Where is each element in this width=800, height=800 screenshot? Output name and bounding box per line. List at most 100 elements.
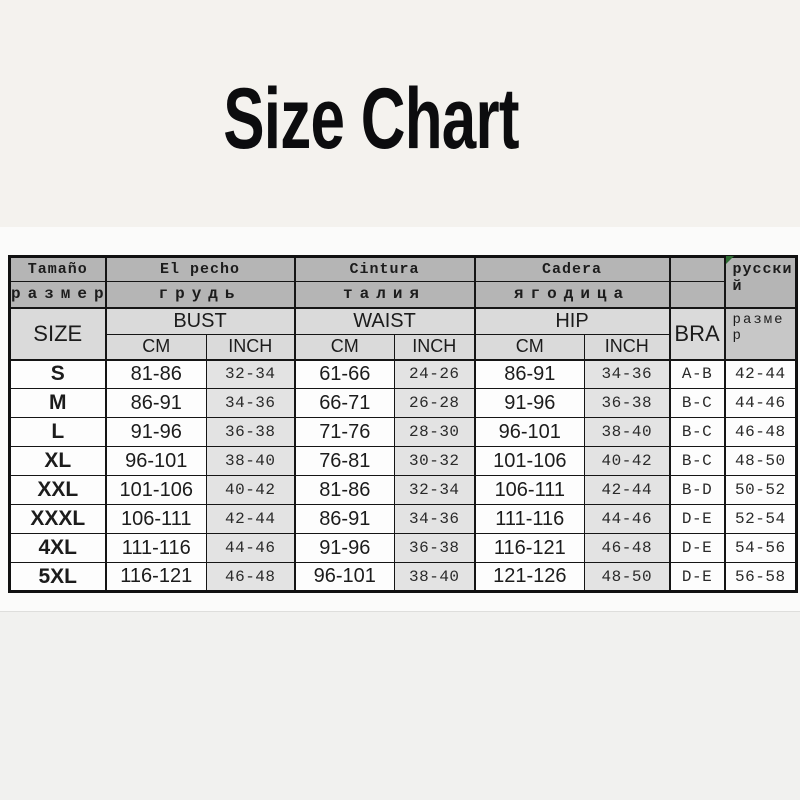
header-waist-en: WAIST	[293, 306, 476, 335]
ru-cell: 46-48	[723, 417, 798, 447]
bra-cell: B-C	[668, 417, 726, 447]
size-cell: XL	[9, 446, 106, 476]
hip-cm-cell: 91-96	[473, 388, 586, 418]
bust-inch-cell: 44-46	[205, 533, 296, 563]
header-hip-ru: ягодица	[473, 281, 671, 308]
size-chart-table: Tamaño El pecho Cintura Cadera русский р…	[8, 255, 799, 593]
waist-inch-cell: 24-26	[394, 358, 476, 389]
header-waist-inch: INCH	[394, 334, 476, 360]
ru-cell: 56-58	[723, 562, 798, 592]
ru-cell: 50-52	[723, 475, 798, 505]
hip-cm-cell: 101-106	[473, 446, 586, 476]
hip-cm-cell: 106-111	[473, 475, 586, 505]
hip-cm-cell: 116-121	[473, 533, 586, 563]
size-cell: XXL	[9, 475, 106, 505]
size-cell: 4XL	[9, 533, 106, 563]
ru-cell: 52-54	[723, 504, 798, 534]
waist-inch-cell: 28-30	[394, 417, 476, 447]
header-waist-es: Cintura	[293, 256, 476, 282]
header-row-spanish: Tamaño El pecho Cintura Cadera русский	[9, 256, 798, 308]
bra-cell: A-B	[668, 358, 726, 389]
waist-cm-cell: 81-86	[293, 475, 396, 505]
ru-cell: 48-50	[723, 446, 798, 476]
waist-inch-cell: 34-36	[394, 504, 476, 534]
table-row: L 91-96 36-38 71-76 28-30 96-101 38-40 B-C 46-48	[9, 417, 798, 447]
hip-inch-cell: 34-36	[584, 358, 671, 389]
size-rows: S 81-86 32-34 61-66 24-26 86-91 34-36 A-B 42-44 M…	[9, 358, 798, 592]
table-row: S 81-86 32-34 61-66 24-26 86-91 34-36 A-B 42-44	[9, 358, 798, 389]
bust-inch-cell: 34-36	[205, 388, 296, 418]
hip-inch-cell: 46-48	[584, 533, 671, 563]
size-cell: XXXL	[9, 504, 106, 534]
hip-cm-cell: 121-126	[473, 562, 586, 592]
bust-inch-cell: 38-40	[205, 446, 296, 476]
table-row: XXL 101-106 40-42 81-86 32-34 106-111 42-44 B-D…	[9, 475, 798, 505]
ru-cell: 54-56	[723, 533, 798, 563]
table-row: M 86-91 34-36 66-71 26-28 91-96 36-38 B-C 44-46	[9, 388, 798, 418]
bust-inch-cell: 46-48	[205, 562, 296, 592]
header-bust-inch: INCH	[205, 334, 296, 360]
waist-inch-cell: 32-34	[394, 475, 476, 505]
bust-cm-cell: 111-116	[104, 533, 207, 563]
bra-cell: D-E	[668, 533, 726, 563]
bottom-background-strip	[0, 611, 800, 800]
bra-cell: B-C	[668, 446, 726, 476]
waist-inch-cell: 26-28	[394, 388, 476, 418]
waist-cm-cell: 96-101	[293, 562, 396, 592]
hip-cm-cell: 111-116	[473, 504, 586, 534]
header-bust-cm: CM	[104, 334, 207, 360]
hip-inch-cell: 38-40	[584, 417, 671, 447]
top-background-strip	[0, 0, 800, 227]
bust-inch-cell: 40-42	[205, 475, 296, 505]
bust-cm-cell: 116-121	[104, 562, 207, 592]
bust-cm-cell: 81-86	[104, 358, 207, 389]
bust-cm-cell: 101-106	[104, 475, 207, 505]
header-russian-lang: русский	[723, 256, 798, 308]
excel-corner-marker-icon	[726, 256, 734, 264]
waist-cm-cell: 66-71	[293, 388, 396, 418]
header-empty-cell	[668, 281, 726, 308]
hip-inch-cell: 48-50	[584, 562, 671, 592]
bra-cell: B-C	[668, 388, 726, 418]
header-row-english: SIZE BUST WAIST HIP BRA размер	[9, 306, 798, 360]
header-size-ru: размер	[9, 281, 106, 308]
header-russian-size: размер	[723, 306, 798, 360]
header-bust-es: El pecho	[104, 256, 296, 282]
bra-cell: D-E	[668, 504, 726, 534]
bust-inch-cell: 36-38	[205, 417, 296, 447]
bust-cm-cell: 106-111	[104, 504, 207, 534]
hip-cm-cell: 86-91	[473, 358, 586, 389]
ru-cell: 44-46	[723, 388, 798, 418]
header-empty-cell	[668, 256, 726, 282]
bra-cell: D-E	[668, 562, 726, 592]
table-row: 5XL 116-121 46-48 96-101 38-40 121-126 48-50 D-…	[9, 562, 798, 592]
size-cell: L	[9, 417, 106, 447]
waist-cm-cell: 76-81	[293, 446, 396, 476]
bust-cm-cell: 96-101	[104, 446, 207, 476]
header-hip-es: Cadera	[473, 256, 671, 282]
waist-inch-cell: 36-38	[394, 533, 476, 563]
header-waist-ru: талия	[293, 281, 476, 308]
header-hip-en: HIP	[473, 306, 671, 335]
ru-cell: 42-44	[723, 358, 798, 389]
table-row: 4XL 111-116 44-46 91-96 36-38 116-121 46-48 D-E…	[9, 533, 798, 563]
table-row: XL 96-101 38-40 76-81 30-32 101-106 40-42 B-C 48…	[9, 446, 798, 476]
header-size-es: Tamaño	[9, 256, 106, 282]
table-row: XXXL 106-111 42-44 86-91 34-36 111-116 44-46 D-…	[9, 504, 798, 534]
waist-inch-cell: 30-32	[394, 446, 476, 476]
header-bust-en: BUST	[104, 306, 296, 335]
bust-inch-cell: 32-34	[205, 358, 296, 389]
size-cell: M	[9, 388, 106, 418]
bust-cm-cell: 86-91	[104, 388, 207, 418]
hip-cm-cell: 96-101	[473, 417, 586, 447]
header-row-russian: размер грудь талия ягодица	[9, 281, 797, 308]
header-size-en: SIZE	[9, 306, 106, 360]
page-title: Size Chart	[223, 71, 519, 167]
waist-inch-cell: 38-40	[394, 562, 476, 592]
size-cell: S	[9, 358, 106, 389]
hip-inch-cell: 42-44	[584, 475, 671, 505]
header-bust-ru: грудь	[104, 281, 296, 308]
waist-cm-cell: 91-96	[293, 533, 396, 563]
header-waist-cm: CM	[293, 334, 396, 360]
